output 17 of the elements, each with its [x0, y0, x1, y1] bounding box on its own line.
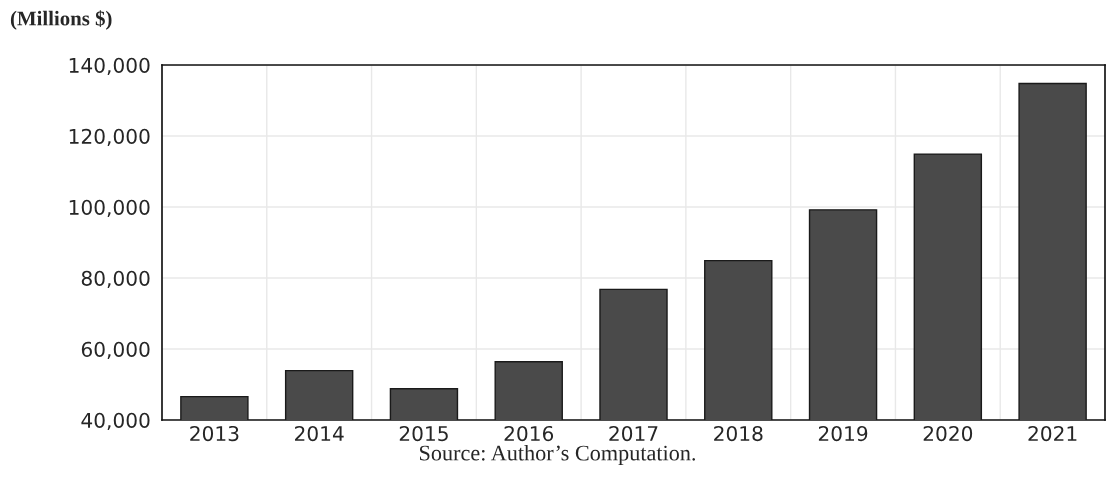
y-tick-label: 140,000 — [69, 57, 150, 75]
chart-title: (Millions $) — [10, 10, 112, 30]
y-tick-label: 40,000 — [81, 412, 150, 430]
source-note: Source: Author’s Computation. — [419, 444, 696, 466]
x-tick-label: 2018 — [714, 425, 763, 442]
x-tick-label: 2017 — [609, 425, 658, 442]
y-tick-label: 60,000 — [81, 341, 150, 359]
y-tick-label: 80,000 — [81, 270, 150, 288]
x-tick-label: 2015 — [399, 425, 448, 442]
x-tick-label: 2019 — [818, 425, 868, 442]
x-tick-label: 2020 — [923, 425, 973, 442]
x-tick-label: 2014 — [295, 425, 344, 442]
x-tick-label: 2016 — [504, 425, 554, 442]
x-tick-label: 2013 — [190, 425, 239, 442]
x-tick-label: 2021 — [1028, 425, 1077, 442]
y-tick-label: 120,000 — [69, 128, 150, 146]
y-tick-label: 100,000 — [69, 199, 150, 217]
